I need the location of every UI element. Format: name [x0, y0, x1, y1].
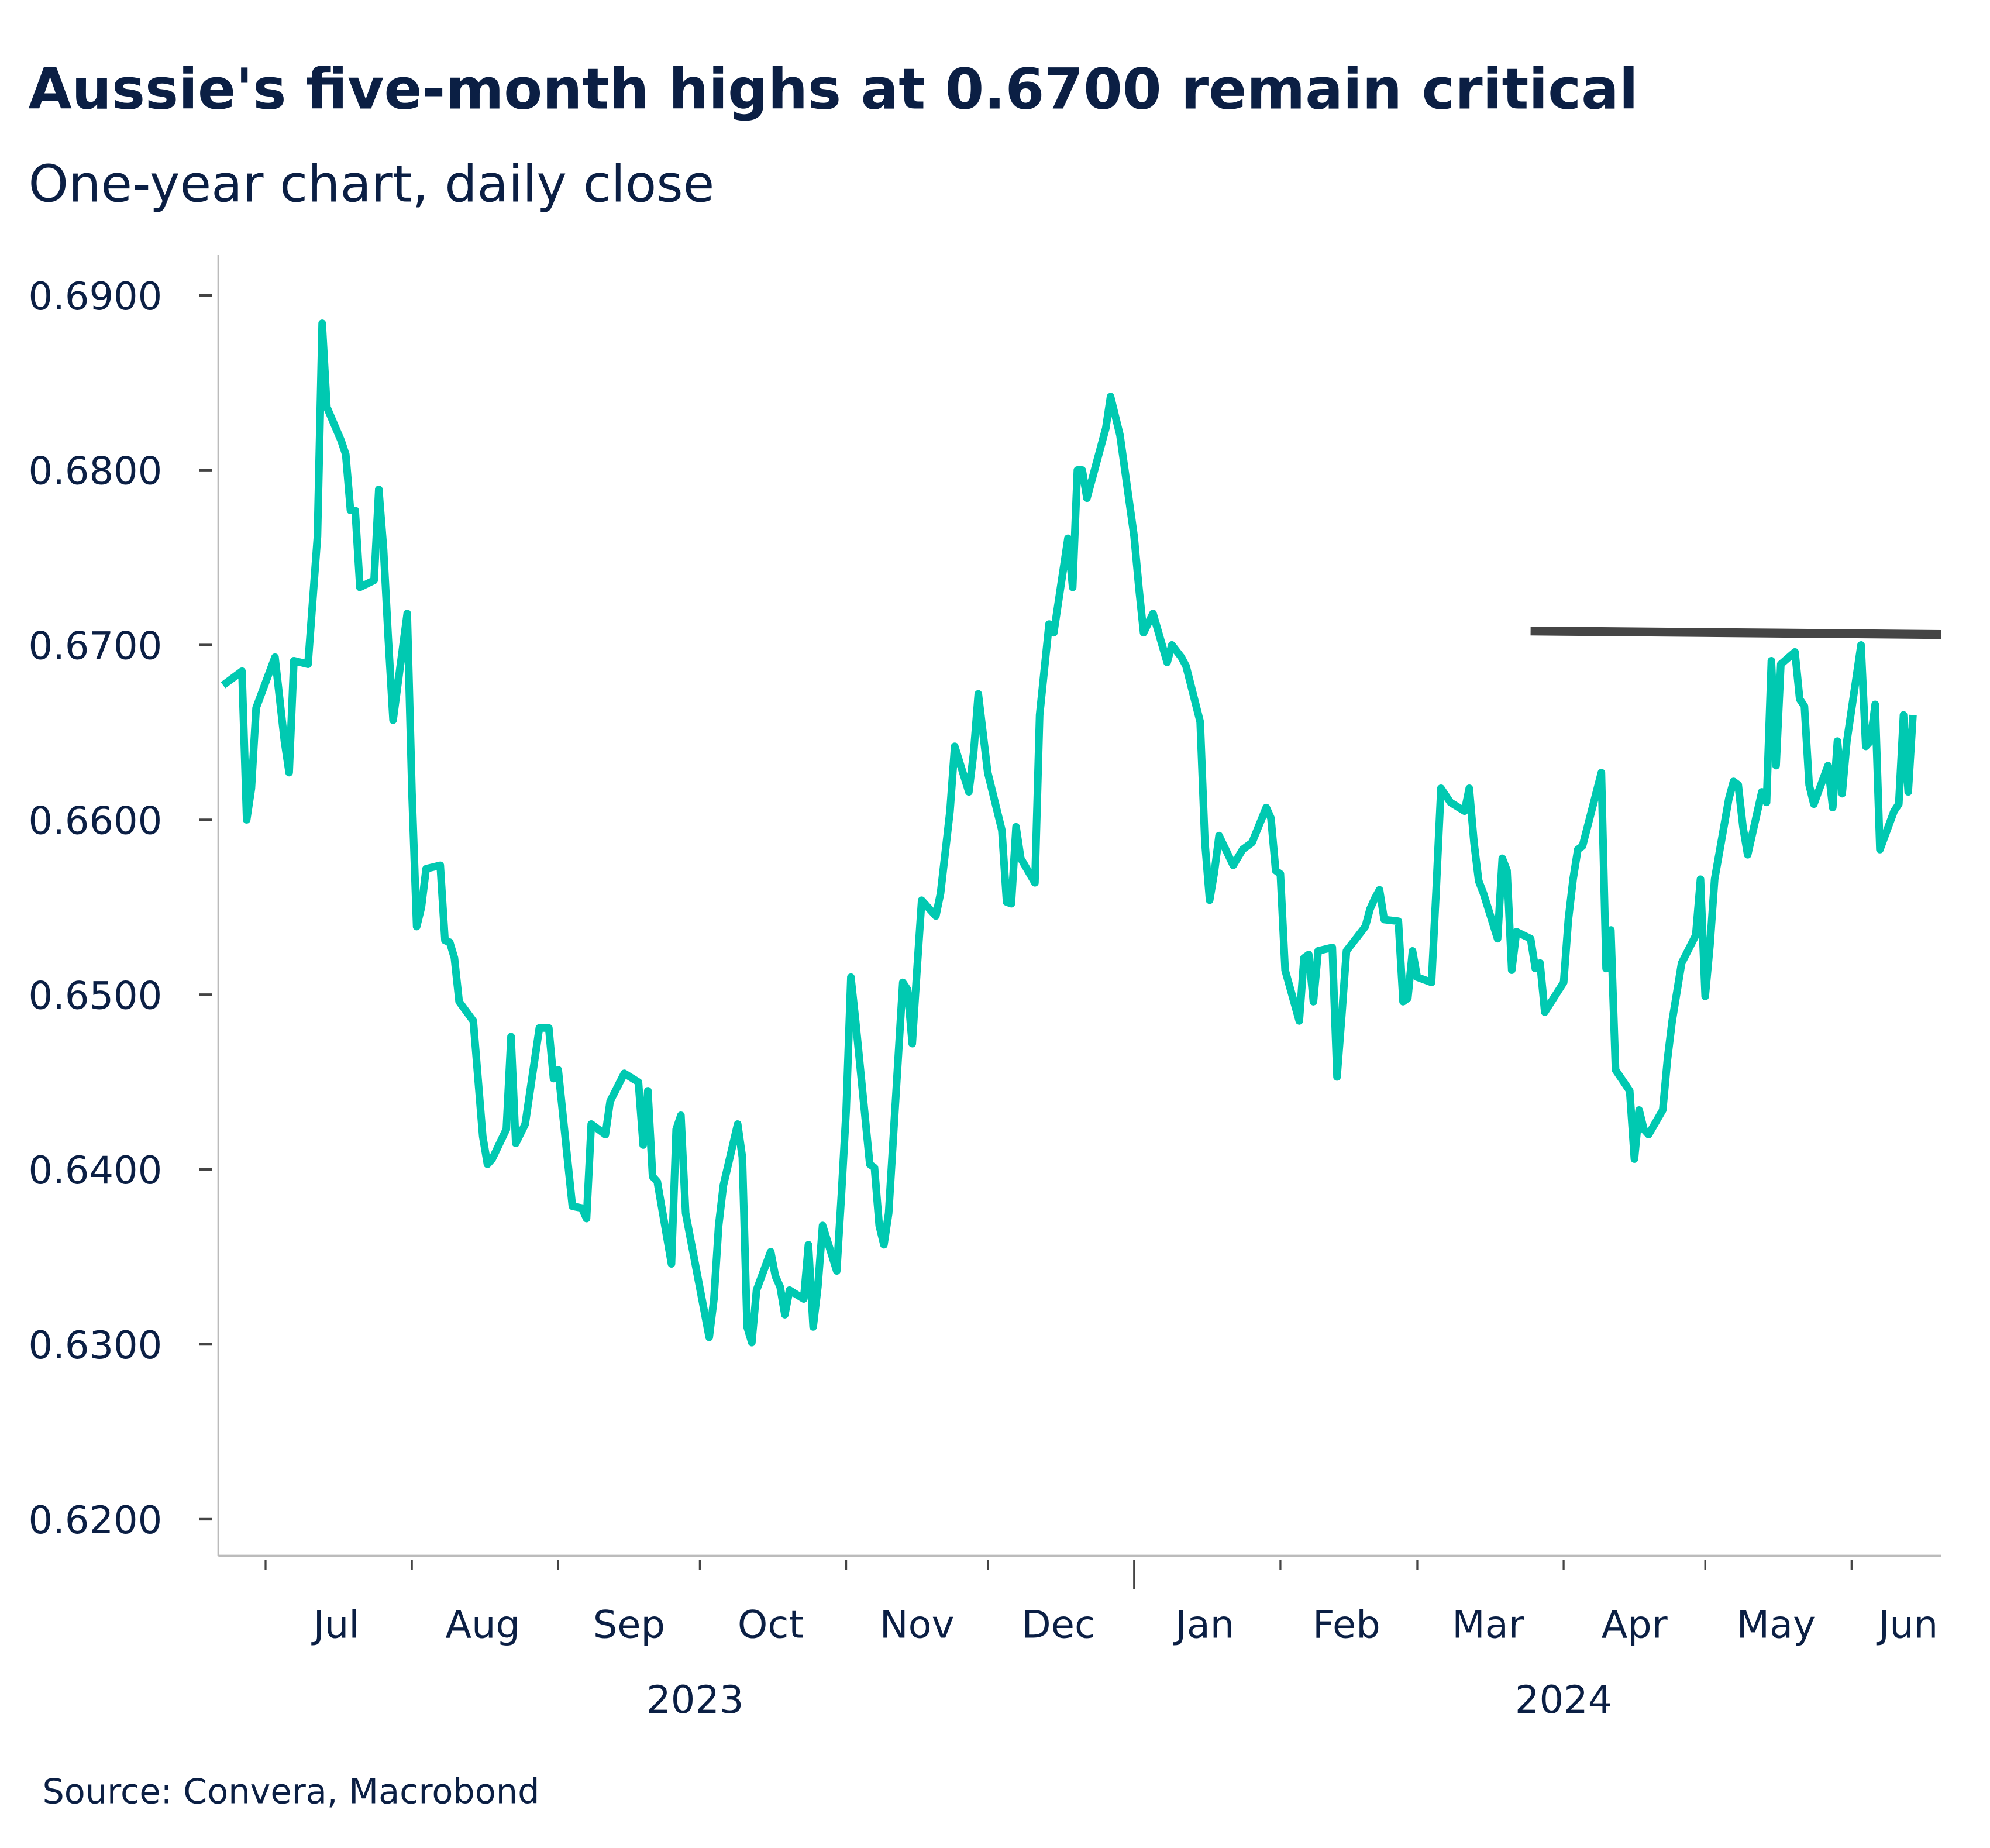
chart-title: Aussie's five-month highs at 0.6700 rema…	[28, 56, 1638, 122]
x-month-label: Nov	[880, 1602, 955, 1647]
series-layer	[221, 319, 1917, 1347]
x-month-label: Dec	[1021, 1602, 1096, 1647]
x-month-label: Feb	[1313, 1602, 1380, 1647]
x-month-label: Aug	[445, 1602, 520, 1647]
x-month-label: Mar	[1452, 1602, 1524, 1647]
y-tick-label: 0.6600	[28, 799, 162, 843]
x-month-label: Sep	[593, 1602, 665, 1647]
x-axis-ticks: Jul Aug Sep Oct Nov Dec Jan Feb Mar Apr May Jun 2023…	[264, 1560, 1938, 1722]
y-axis-ticks: 0.6200 0.6300 0.6400 0.6500 0.6600 0.6700 0.68…	[28, 274, 212, 1543]
x-month-label: Apr	[1602, 1602, 1668, 1647]
resistance-line	[1530, 627, 1941, 639]
y-tick-label: 0.6200	[28, 1498, 162, 1543]
x-month-label: Jul	[311, 1602, 360, 1647]
x-month-label: Oct	[738, 1602, 804, 1647]
x-year-label: 2023	[646, 1678, 743, 1722]
y-tick-label: 0.6400	[28, 1148, 162, 1193]
y-tick-label: 0.6300	[28, 1323, 162, 1368]
series-line	[221, 319, 1917, 1347]
chart-subtitle: One-year chart, daily close	[28, 154, 714, 214]
x-month-label: May	[1737, 1602, 1816, 1647]
y-tick-label: 0.6500	[28, 973, 162, 1018]
y-tick-label: 0.6800	[28, 449, 162, 494]
annotation-layer	[1530, 627, 1941, 639]
source-note: Source: Convera, Macrobond	[42, 1771, 539, 1812]
x-year-label: 2024	[1515, 1678, 1612, 1722]
y-tick-label: 0.6900	[28, 274, 162, 319]
x-month-label: Jan	[1173, 1602, 1234, 1647]
y-tick-label: 0.6700	[28, 624, 162, 669]
x-month-label: Jun	[1876, 1602, 1938, 1647]
